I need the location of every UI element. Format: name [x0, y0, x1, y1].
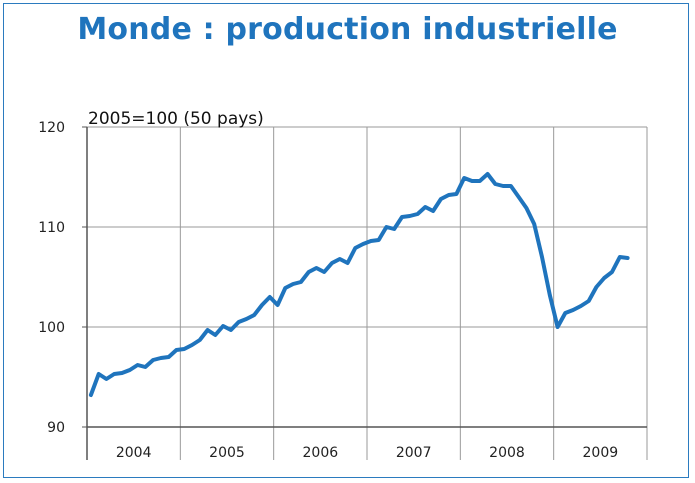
y-axis-label: 2005=100 (50 pays) — [88, 109, 264, 129]
y-tick-label: 110 — [38, 220, 65, 236]
x-tick-labels: 2004 2005 2006 2007 2008 2009 — [116, 445, 618, 461]
x-tick-label: 2004 — [116, 445, 152, 461]
y-tick-label: 90 — [47, 420, 65, 436]
y-tick-label: 100 — [38, 320, 65, 336]
chart-title: Monde : production industrielle — [77, 12, 618, 47]
x-tick-label: 2009 — [583, 445, 619, 461]
y-tick-labels: 90 100 110 120 — [38, 120, 65, 436]
y-tick-label: 120 — [38, 120, 65, 136]
x-tick-label: 2006 — [303, 445, 339, 461]
series-line — [88, 172, 630, 397]
x-tick-label: 2007 — [396, 445, 432, 461]
x-tick-label: 2008 — [489, 445, 525, 461]
grid-lines — [87, 126, 648, 460]
chart-frame — [3, 3, 689, 478]
axes — [82, 126, 647, 460]
x-tick-label: 2005 — [209, 445, 245, 461]
